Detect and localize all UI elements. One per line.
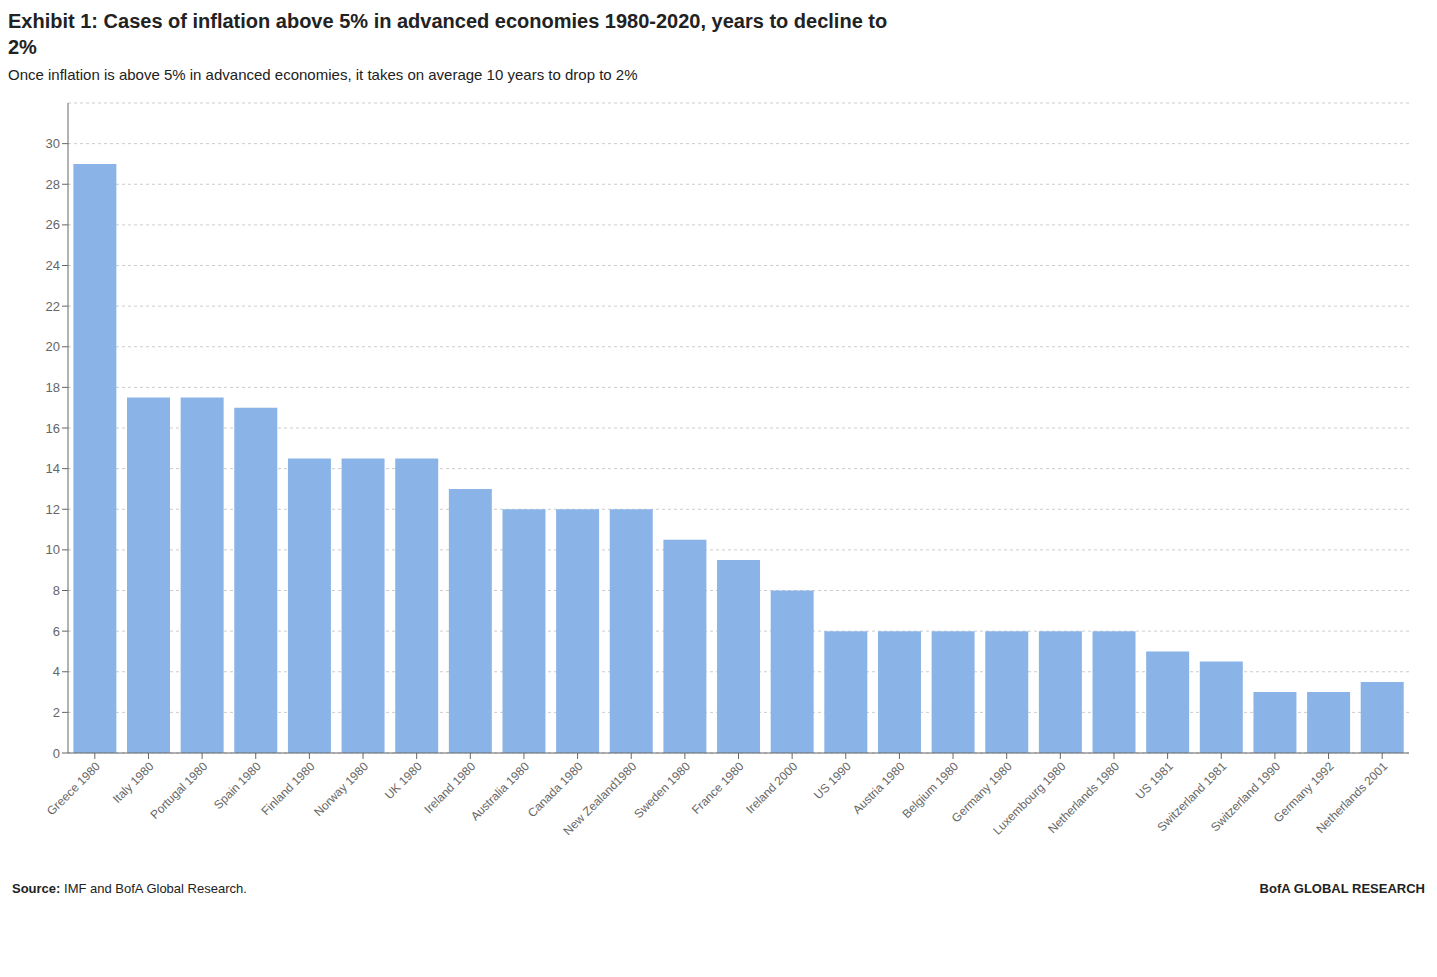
svg-text:22: 22	[46, 299, 60, 314]
svg-text:18: 18	[46, 380, 60, 395]
svg-text:4: 4	[53, 664, 60, 679]
svg-text:Belgium 1980: Belgium 1980	[899, 759, 962, 821]
svg-text:6: 6	[53, 624, 60, 639]
html-text:2%: 2%	[8, 36, 37, 58]
svg-text:Greece 1980: Greece 1980	[44, 759, 103, 818]
svg-text:20: 20	[46, 339, 60, 354]
svg-text:US 1990: US 1990	[811, 759, 854, 802]
svg-text:Luxembourg 1980: Luxembourg 1980	[990, 759, 1069, 838]
svg-text:New Zealand1980: New Zealand1980	[561, 759, 640, 838]
svg-text:US 1981: US 1981	[1133, 759, 1176, 802]
svg-text:Spain 1980: Spain 1980	[211, 759, 264, 812]
svg-text:Norway 1980: Norway 1980	[311, 759, 371, 819]
svg-text:28: 28	[46, 177, 60, 192]
svg-text:Germany 1980: Germany 1980	[948, 759, 1015, 826]
svg-text:10: 10	[46, 542, 60, 557]
html-text:Source: IMF and BofA Global Re: Source: IMF and BofA Global Research.	[12, 881, 247, 896]
svg-text:Ireland 2000: Ireland 2000	[743, 759, 800, 816]
svg-text:24: 24	[46, 258, 60, 273]
svg-text:12: 12	[46, 502, 60, 517]
html-text:Exhibit 1: Cases of inflation: Exhibit 1: Cases of inflation above 5% i…	[8, 10, 888, 32]
svg-text:Austria 1980: Austria 1980	[850, 759, 908, 817]
svg-text:16: 16	[46, 421, 60, 436]
svg-text:Finland 1980: Finland 1980	[259, 759, 318, 818]
svg-text:Switzerland 1990: Switzerland 1990	[1208, 759, 1283, 834]
svg-text:Australia 1980: Australia 1980	[468, 759, 532, 823]
svg-text:14: 14	[46, 461, 60, 476]
svg-text:Sweden 1980: Sweden 1980	[631, 759, 693, 821]
svg-text:UK 1980: UK 1980	[382, 759, 425, 802]
svg-text:Portugal 1980: Portugal 1980	[148, 759, 211, 822]
svg-text:2: 2	[53, 705, 60, 720]
svg-text:Germany 1992: Germany 1992	[1270, 759, 1337, 826]
svg-text:8: 8	[53, 583, 60, 598]
html-text:Once inflation is above 5% in: Once inflation is above 5% in advanced e…	[8, 66, 638, 83]
svg-text:26: 26	[46, 217, 60, 232]
svg-text:Netherlands 2001: Netherlands 2001	[1313, 759, 1390, 836]
svg-text:0: 0	[53, 746, 60, 761]
svg-text:Netherlands 1980: Netherlands 1980	[1045, 759, 1122, 836]
svg-text:Canada 1980: Canada 1980	[524, 759, 586, 821]
svg-text:Ireland 1980: Ireland 1980	[421, 759, 478, 816]
html-text:BofA GLOBAL RESEARCH: BofA GLOBAL RESEARCH	[1259, 881, 1425, 896]
svg-text:30: 30	[46, 136, 60, 151]
svg-text:Italy 1980: Italy 1980	[110, 759, 157, 806]
svg-text:France 1980: France 1980	[689, 759, 747, 817]
svg-text:Switzerland 1981: Switzerland 1981	[1154, 759, 1230, 835]
